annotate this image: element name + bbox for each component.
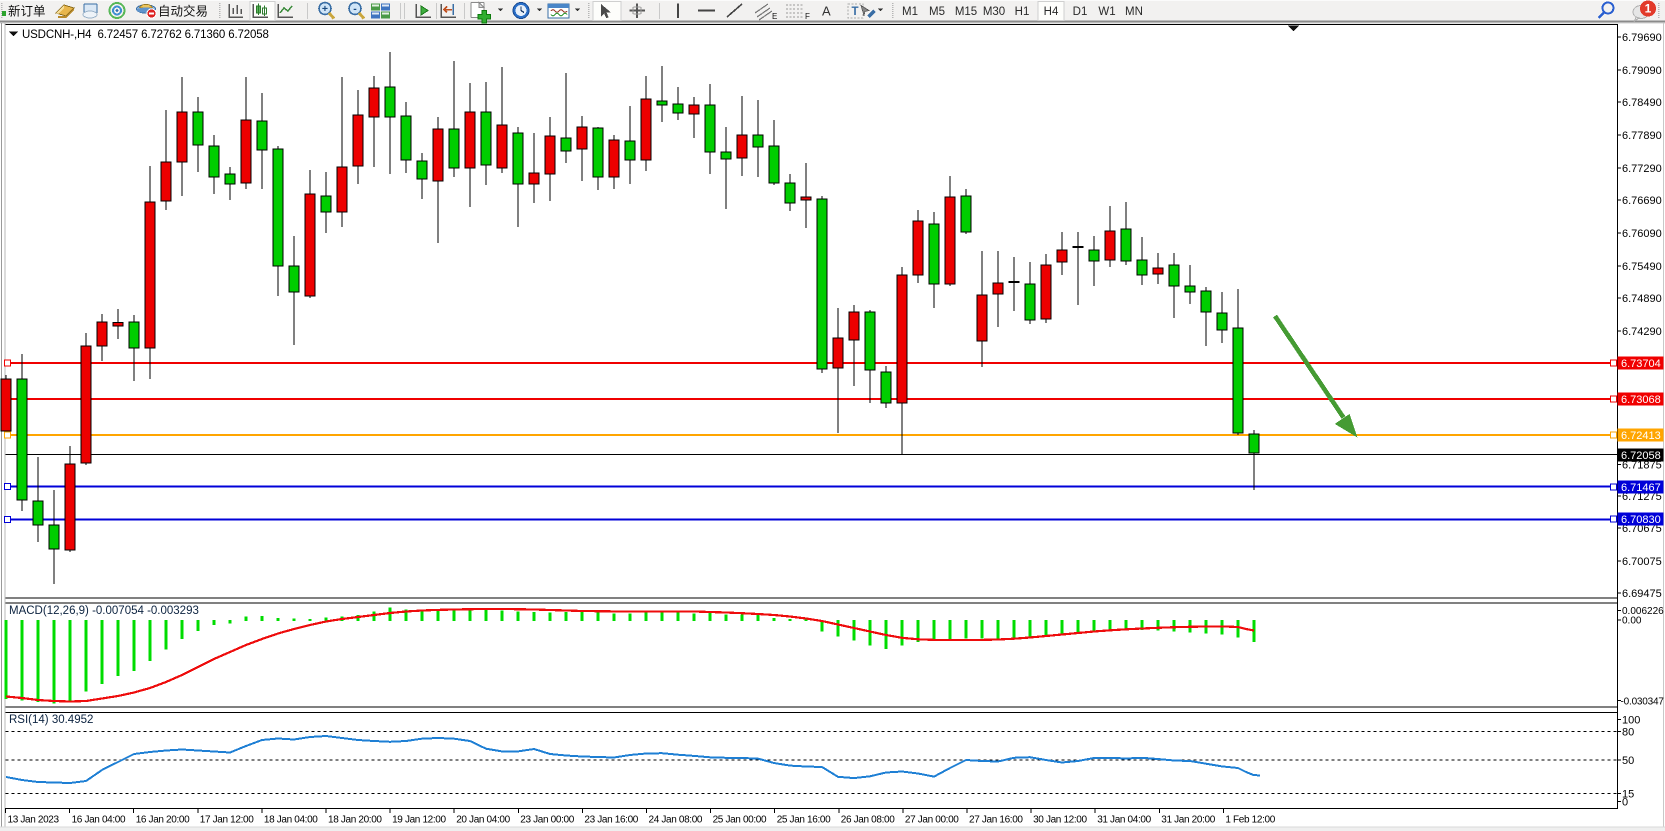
svg-text:M1: M1: [902, 6, 918, 18]
svg-text:6.78490: 6.78490: [1622, 97, 1662, 109]
svg-text:30 Jan 12:00: 30 Jan 12:00: [1033, 815, 1087, 826]
svg-text:M30: M30: [983, 6, 1005, 18]
svg-text:+: +: [322, 3, 328, 15]
svg-text:6.76690: 6.76690: [1622, 195, 1662, 207]
svg-text:6.77290: 6.77290: [1622, 163, 1662, 175]
svg-text:6.79090: 6.79090: [1622, 65, 1662, 77]
svg-text:6.70075: 6.70075: [1622, 556, 1662, 568]
svg-text:23 Jan 00:00: 23 Jan 00:00: [520, 815, 574, 826]
svg-text:6.71875: 6.71875: [1622, 460, 1662, 472]
svg-text:17 Jan 12:00: 17 Jan 12:00: [200, 815, 254, 826]
svg-text:31 Jan 04:00: 31 Jan 04:00: [1097, 815, 1151, 826]
svg-text:W1: W1: [1098, 6, 1115, 18]
svg-text:6.69475: 6.69475: [1622, 588, 1662, 600]
svg-text:MACD(12,26,9) -0.007054 -0.003: MACD(12,26,9) -0.007054 -0.003293: [9, 605, 199, 617]
svg-text:23 Jan 16:00: 23 Jan 16:00: [584, 815, 638, 826]
svg-text:6.72058: 6.72058: [1621, 450, 1661, 462]
svg-text:6.77890: 6.77890: [1622, 130, 1662, 142]
svg-text:F: F: [805, 12, 810, 21]
svg-text:-: -: [353, 3, 357, 15]
svg-text:E: E: [772, 12, 777, 21]
svg-text:0.006226: 0.006226: [1622, 606, 1664, 617]
svg-text:24 Jan 08:00: 24 Jan 08:00: [649, 815, 703, 826]
svg-text:6.75490: 6.75490: [1622, 261, 1662, 273]
svg-text:H4: H4: [1044, 6, 1059, 18]
svg-text:1 Feb 12:00: 1 Feb 12:00: [1225, 815, 1275, 826]
svg-text:H1: H1: [1015, 6, 1030, 18]
svg-text:18 Jan 20:00: 18 Jan 20:00: [328, 815, 382, 826]
svg-text:6.74890: 6.74890: [1622, 293, 1662, 305]
svg-text:M5: M5: [929, 6, 945, 18]
svg-text:A: A: [822, 4, 831, 19]
svg-text:31 Jan 20:00: 31 Jan 20:00: [1161, 815, 1215, 826]
svg-text:M15: M15: [955, 6, 977, 18]
svg-text:16 Jan 04:00: 16 Jan 04:00: [72, 815, 126, 826]
svg-text:6.72413: 6.72413: [1621, 430, 1661, 442]
svg-text:1: 1: [1645, 2, 1652, 16]
svg-text:自动交易: 自动交易: [158, 4, 208, 19]
svg-text:20 Jan 04:00: 20 Jan 04:00: [456, 815, 510, 826]
svg-text:50: 50: [1622, 755, 1634, 767]
svg-text:6.70675: 6.70675: [1622, 523, 1662, 535]
svg-text:26 Jan 08:00: 26 Jan 08:00: [841, 815, 895, 826]
svg-text:25 Jan 16:00: 25 Jan 16:00: [777, 815, 831, 826]
svg-text:25 Jan 00:00: 25 Jan 00:00: [713, 815, 767, 826]
svg-text:6.70830: 6.70830: [1621, 514, 1661, 526]
svg-text:MN: MN: [1125, 6, 1143, 18]
svg-text:19 Jan 12:00: 19 Jan 12:00: [392, 815, 446, 826]
svg-text:0.00: 0.00: [1622, 616, 1642, 627]
svg-text:6.74290: 6.74290: [1622, 326, 1662, 338]
svg-text:6.71467: 6.71467: [1621, 482, 1661, 494]
svg-text:T: T: [852, 6, 859, 18]
svg-text:27 Jan 00:00: 27 Jan 00:00: [905, 815, 959, 826]
svg-text:USDCNH-,H4 6.72457 6.72762 6.: USDCNH-,H4 6.72457 6.72762 6.71360 6.720…: [22, 29, 269, 41]
svg-text:80: 80: [1622, 727, 1634, 739]
svg-text:6.71275: 6.71275: [1622, 491, 1662, 503]
svg-text:0: 0: [1622, 797, 1628, 809]
svg-text:18 Jan 04:00: 18 Jan 04:00: [264, 815, 318, 826]
svg-text:15: 15: [1622, 789, 1634, 801]
svg-text:27 Jan 16:00: 27 Jan 16:00: [969, 815, 1023, 826]
svg-text:6.73068: 6.73068: [1621, 394, 1661, 406]
svg-text:13 Jan 2023: 13 Jan 2023: [8, 815, 60, 826]
svg-text:RSI(14) 30.4952: RSI(14) 30.4952: [9, 714, 93, 726]
svg-text:6.76090: 6.76090: [1622, 228, 1662, 240]
svg-text:100: 100: [1622, 715, 1640, 727]
svg-text:-0.030347: -0.030347: [1621, 696, 1665, 707]
svg-text:6.73704: 6.73704: [1621, 358, 1661, 370]
svg-text:16 Jan 20:00: 16 Jan 20:00: [136, 815, 190, 826]
svg-text:D1: D1: [1073, 6, 1088, 18]
svg-text:6.79690: 6.79690: [1622, 32, 1662, 44]
svg-text:新订单: 新订单: [8, 4, 46, 19]
